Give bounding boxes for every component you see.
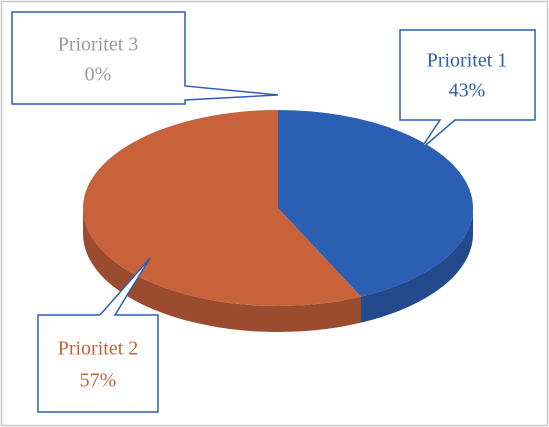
slice-value-label: 57% — [80, 370, 117, 392]
slice-value-label: 43% — [449, 80, 486, 102]
slice-value-label: 0% — [85, 64, 112, 86]
callout-prioritet-1 — [399, 29, 536, 151]
slice-label: Prioritet 3 — [58, 34, 139, 56]
pie — [82, 110, 474, 332]
slice-side — [361, 208, 473, 323]
slice-side — [82, 208, 362, 332]
callout-prioritet-3 — [11, 11, 279, 105]
slice — [278, 110, 474, 297]
slice-label: Prioritet 2 — [58, 338, 139, 360]
callout-prioritet-2 — [37, 257, 159, 413]
slice-label: Prioritet 1 — [427, 50, 508, 72]
slice — [82, 110, 362, 306]
labels: Prioritet 1 43% Prioritet 2 57% Prioritet 3 0… — [58, 34, 508, 392]
